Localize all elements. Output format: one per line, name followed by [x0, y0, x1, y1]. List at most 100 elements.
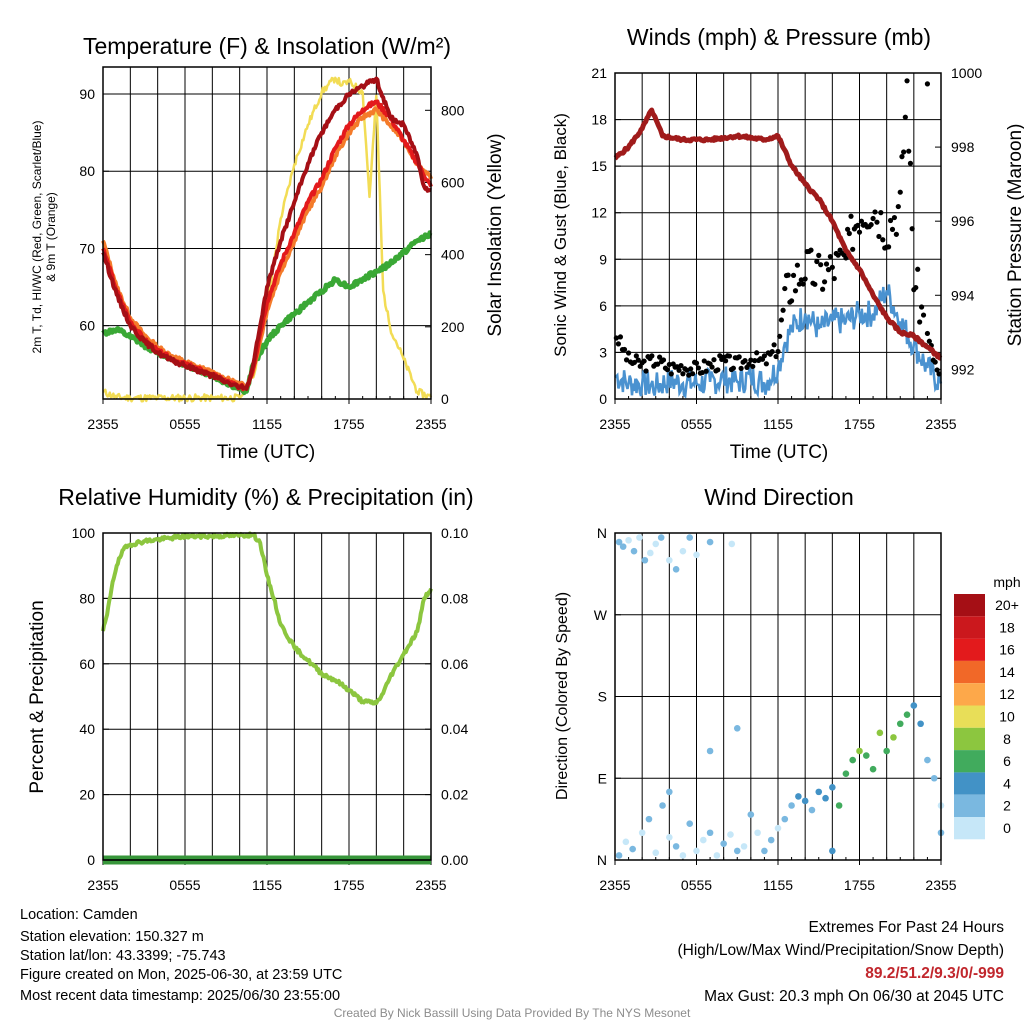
gust-point: [886, 244, 892, 250]
colorbar-swatch: [954, 638, 985, 661]
gust-point: [904, 78, 910, 84]
gust-point: [664, 367, 670, 373]
dir-title: Wind Direction: [704, 484, 854, 510]
direction-point: [733, 724, 741, 732]
extremes-title: Extremes For Past 24 Hours: [808, 919, 1004, 936]
x-tick-label: 1155: [252, 877, 282, 893]
direction-point: [666, 556, 673, 564]
colorbar-swatch: [954, 705, 985, 728]
y-tick-label: 70: [79, 240, 95, 256]
gust-point: [748, 357, 754, 363]
x-tick-label: 2355: [925, 416, 956, 432]
gust-point: [746, 361, 752, 367]
x-tick-label: 0555: [169, 877, 200, 893]
panel-1: 2355 0555 1155 1755 2355 0 3 6 9 12 15 18 21 992 994 99…: [591, 65, 982, 432]
direction-point: [672, 566, 680, 573]
direction-point: [842, 770, 850, 778]
gust-point: [680, 371, 686, 377]
y2-tick-label: 600: [441, 174, 465, 190]
direction-point: [638, 829, 646, 837]
direction-point: [619, 543, 627, 550]
gust-point: [827, 253, 833, 260]
gust-point: [918, 304, 925, 310]
gust-point: [821, 279, 828, 285]
gust-point: [895, 203, 901, 210]
plot-frame: [614, 532, 942, 861]
direction-point: [747, 811, 755, 818]
direction-point: [686, 534, 694, 541]
direction-point: [761, 847, 768, 855]
y-tick-label: 60: [79, 656, 95, 672]
direction-point: [699, 836, 707, 844]
y-tick-label: E: [598, 770, 607, 786]
direction-point: [733, 847, 741, 855]
x-tick-label: 1755: [333, 416, 364, 432]
gust-point: [874, 219, 880, 225]
direction-point: [815, 788, 823, 796]
y2-tick-label: 0.08: [441, 590, 468, 606]
gust-point: [831, 275, 837, 282]
gust-point: [723, 358, 729, 364]
colorbar-swatch: [954, 660, 985, 684]
y-tick-label: 6: [599, 298, 607, 314]
direction-point: [767, 836, 775, 844]
y2-tick-label: 1000: [951, 65, 982, 81]
direction-point: [679, 852, 687, 859]
gust-point: [792, 288, 799, 294]
gust-point: [750, 363, 756, 370]
gust-point: [812, 281, 818, 287]
gust-point: [778, 317, 784, 323]
gust-point: [631, 359, 638, 366]
gust-point: [690, 371, 696, 377]
plots: 2355 0555 1155 1755 235560708090020040060080…: [72, 65, 983, 893]
y2-tick-label: 0.06: [441, 656, 468, 672]
gust-point: [678, 363, 684, 369]
direction-point: [706, 747, 714, 755]
gust-point: [934, 367, 940, 373]
extremes-values: 89.2/51.2/9.3/0/-999: [865, 965, 1004, 982]
gust-point: [676, 367, 682, 373]
gust-point: [730, 365, 736, 371]
wind-ylabel-right: Station Pressure (Maroon): [1005, 124, 1024, 347]
gust-point: [818, 262, 824, 268]
gust-point: [891, 214, 898, 221]
gust-point: [641, 358, 647, 364]
y2-tick-label: 0: [441, 391, 449, 407]
colorbar-swatch: [954, 817, 985, 840]
y-tick-label: 80: [79, 590, 95, 606]
gust-point: [773, 353, 779, 360]
y-tick-label: 0: [599, 391, 607, 407]
colorbar-swatch: [954, 794, 985, 817]
direction-point: [645, 815, 653, 823]
gust-point: [703, 368, 709, 374]
gust-point: [771, 342, 777, 348]
direction-point: [849, 756, 857, 764]
colorbar-label: 12: [999, 686, 1015, 702]
gust-point: [829, 264, 835, 270]
gust-point: [909, 226, 915, 232]
created-text: Figure created on Mon, 2025-06-30, at 23…: [20, 967, 343, 983]
y2-tick-label: 998: [951, 139, 975, 155]
direction-point: [720, 840, 727, 847]
direction-point: [924, 756, 931, 764]
gust-point: [846, 230, 852, 237]
gust-point: [701, 358, 707, 364]
gust-point: [814, 258, 820, 265]
x-tick-label: 2355: [87, 877, 118, 893]
colorbar-swatch: [954, 616, 985, 639]
colorbar-swatch: [954, 750, 985, 773]
colorbar-label: 2: [1003, 798, 1011, 814]
gust-point: [850, 246, 856, 252]
colorbar-label: 20+: [995, 597, 1019, 613]
colorbar-label: 14: [999, 664, 1015, 680]
direction-point: [622, 838, 630, 846]
series-line: [614, 284, 943, 399]
direction-point: [822, 794, 829, 802]
gust-point: [655, 361, 661, 367]
gust-point: [835, 252, 841, 258]
gust-point: [769, 349, 775, 355]
direction-point: [636, 534, 643, 541]
y2-tick-label: 0.00: [441, 852, 468, 868]
direction-point: [727, 831, 734, 838]
